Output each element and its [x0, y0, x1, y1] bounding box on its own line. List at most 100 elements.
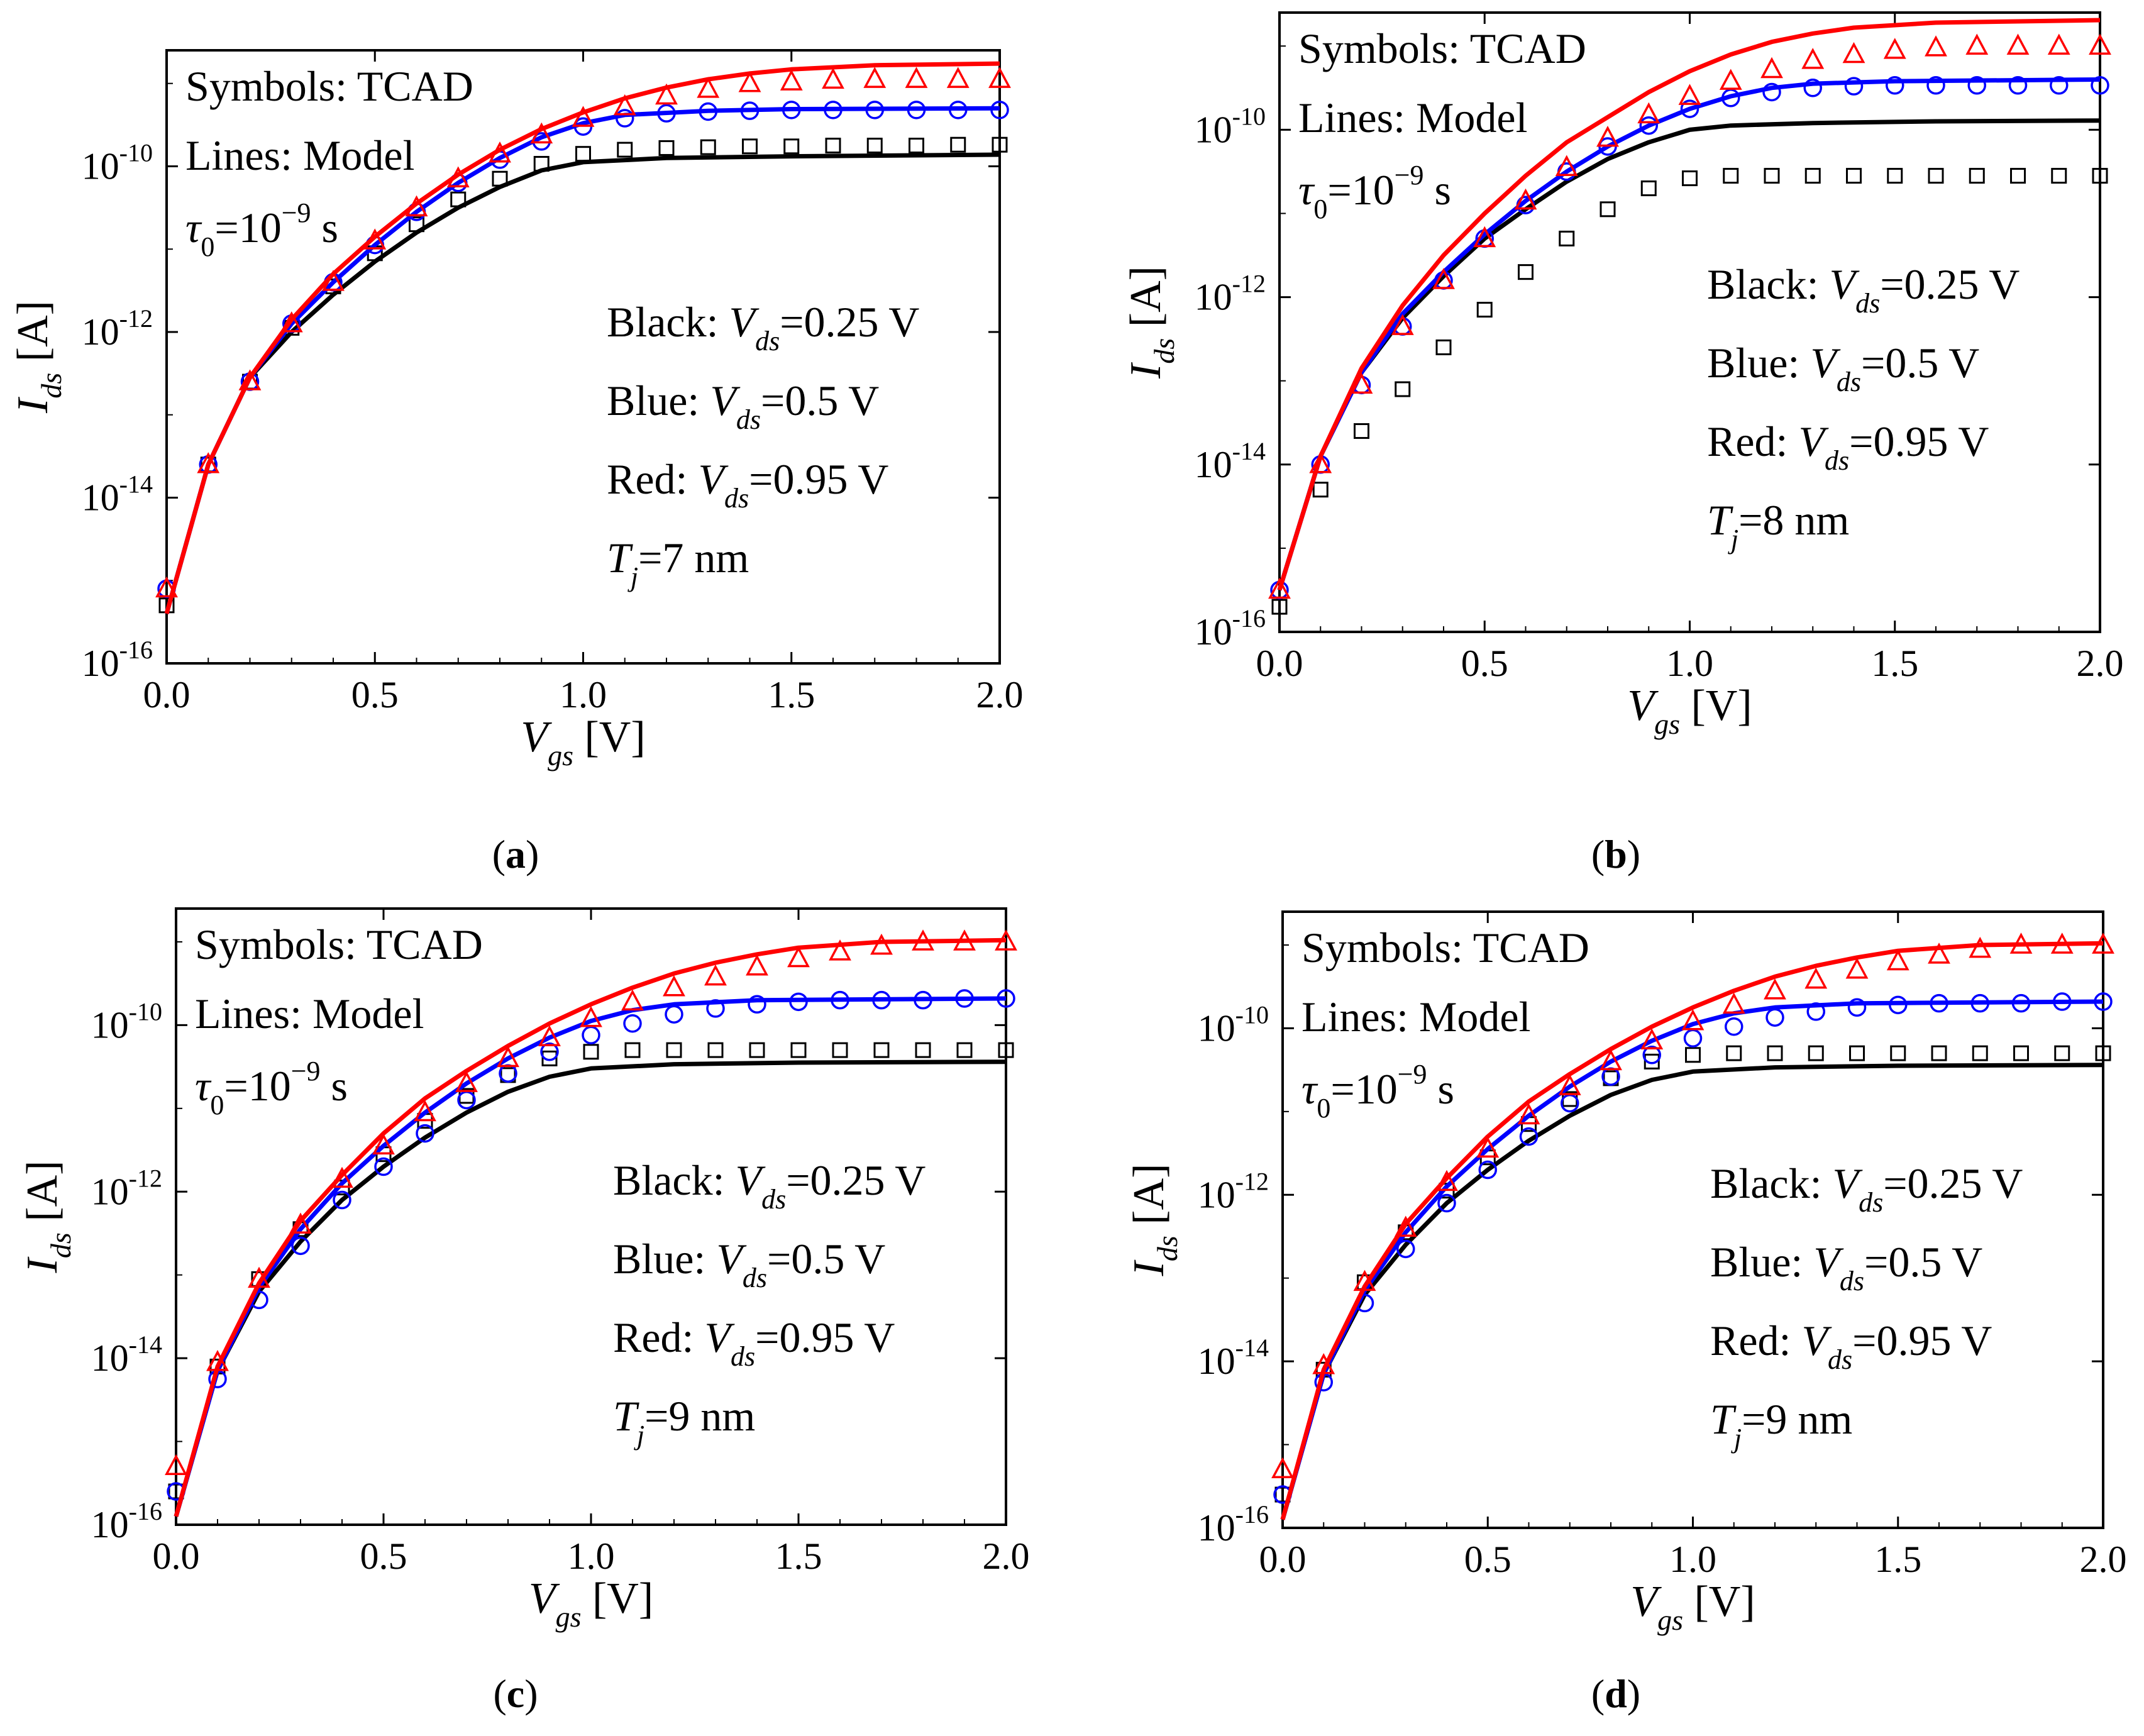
x-tick-label: 1.0: [1669, 1539, 1716, 1580]
legend-color-name: Red:: [607, 455, 698, 503]
tcad-circle-marker: [782, 101, 801, 119]
y-tick-base: 10: [1195, 277, 1232, 318]
tcad-triangle-marker: [289, 1212, 312, 1234]
symbols-note: Symbols: TCAD: [1301, 924, 1589, 971]
tcad-triangle-marker: [1678, 84, 1701, 105]
x-tick-label: 2.0: [976, 674, 1024, 716]
panel-caption: (b): [1591, 832, 1640, 876]
legend-value: =0.95 V: [1852, 1317, 1992, 1364]
y-tick-base: 10: [91, 1337, 129, 1379]
y-tick-label: 10-12: [1198, 1167, 1269, 1215]
legend-var: V: [710, 377, 741, 424]
legend-color-name: Red:: [1710, 1317, 1801, 1364]
tcad-triangle-marker: [1350, 372, 1373, 394]
tcad-triangle-marker: [405, 195, 428, 217]
legend-entry-black: Black: Vds=0.25 V: [1710, 1159, 2023, 1218]
tcad-square-marker: [873, 1042, 890, 1058]
tcad-circle-marker: [1639, 116, 1658, 135]
series-square: [168, 1042, 1014, 1517]
tcad-square-marker: [1846, 168, 1862, 184]
legend-sub: ds: [1859, 1187, 1883, 1218]
model-line: [174, 937, 1007, 1517]
tcad-square-marker: [1890, 1045, 1906, 1061]
tcad-circle-marker: [865, 101, 884, 119]
tcad-triangle-marker: [489, 141, 511, 163]
tcad-circle-marker: [789, 992, 808, 1012]
tcad-triangle-marker: [655, 83, 678, 105]
tj-annotation: Tj=8 nm: [1707, 496, 1849, 555]
x-axis-label: Vgs [V]: [529, 1574, 653, 1633]
x-tick-label: 1.5: [1871, 643, 1918, 684]
lines-note: Lines: Model: [185, 131, 415, 179]
tcad-square-marker: [533, 156, 550, 172]
tcad-circle-marker: [1930, 993, 1948, 1013]
legend-color-name: Black:: [613, 1156, 736, 1204]
tj-value: =8 nm: [1738, 496, 1849, 544]
tcad-triangle-marker: [322, 270, 345, 291]
y-tick-exponent: -12: [129, 1164, 162, 1192]
y-tick-label: 10-14: [1195, 437, 1266, 485]
caption-letter: a: [506, 832, 526, 876]
tcad-triangle-marker: [1886, 949, 1909, 971]
tcad-circle-marker: [1847, 998, 1867, 1017]
legend-value: =0.5 V: [1861, 339, 1979, 387]
legend-value: =0.5 V: [767, 1235, 885, 1283]
model-line: [1277, 77, 2101, 591]
caption-paren: ): [1627, 1671, 1640, 1716]
tcad-circle-marker: [1642, 1046, 1661, 1064]
tcad-circle-marker: [990, 101, 1009, 119]
legend-value: =0.95 V: [755, 1313, 895, 1361]
legend-value: =0.25 V: [786, 1156, 926, 1204]
x-axis-label-sub: gs: [1654, 708, 1680, 740]
tcad-square-marker: [624, 1042, 641, 1058]
y-tick-label: 10-16: [1195, 604, 1266, 653]
panel-caption: (d): [1591, 1671, 1640, 1716]
x-tick-label: 2.0: [2077, 643, 2124, 684]
y-axis-label-unit: [A]: [9, 301, 57, 373]
tcad-triangle-marker: [946, 67, 970, 88]
tcad-triangle-marker: [1268, 577, 1291, 599]
tcad-circle-marker: [1886, 76, 1904, 95]
tau-symbol: τ: [195, 1062, 212, 1110]
legend-value: =0.25 V: [780, 298, 919, 346]
x-tick-label: 2.0: [2080, 1539, 2127, 1580]
tcad-square-marker: [1804, 168, 1821, 184]
tcad-triangle-marker: [1476, 1136, 1500, 1158]
tj-var: T: [607, 534, 633, 582]
tcad-triangle-marker: [988, 67, 1011, 88]
tcad-triangle-marker: [2050, 932, 2074, 954]
tcad-square-marker: [909, 138, 924, 154]
tcad-triangle-marker: [1394, 1215, 1417, 1237]
tcad-square-marker: [1395, 381, 1411, 397]
tj-value: =9 nm: [644, 1392, 755, 1440]
legend-color-name: Red:: [613, 1313, 704, 1361]
y-tick-exponent: -10: [1232, 102, 1266, 130]
tcad-square-marker: [1644, 1053, 1660, 1070]
tcad-square-marker: [450, 191, 467, 207]
legend-value: =0.25 V: [1880, 260, 2020, 308]
tcad-circle-marker: [824, 101, 843, 119]
tcad-triangle-marker: [1842, 41, 1865, 64]
tcad-square-marker: [1476, 302, 1493, 318]
tcad-circle-marker: [699, 102, 717, 121]
tcad-circle-marker: [748, 995, 766, 1014]
tcad-circle-marker: [665, 1005, 683, 1024]
model-line: [164, 61, 1000, 614]
tcad-square-marker: [950, 136, 966, 153]
tcad-triangle-marker: [829, 939, 851, 961]
symbols-note: Symbols: TCAD: [185, 62, 473, 110]
lines-note: Lines: Model: [195, 990, 424, 1037]
legend-sub: ds: [1840, 1266, 1864, 1296]
tcad-triangle-marker: [1391, 314, 1414, 335]
tcad-square-marker: [1849, 1045, 1865, 1061]
tau-exp: −9: [282, 197, 311, 228]
tj-var: T: [1707, 496, 1733, 544]
tau-symbol: τ: [1301, 1065, 1318, 1113]
tcad-circle-marker: [740, 101, 760, 120]
caption-letter: b: [1605, 832, 1627, 876]
tcad-square-marker: [1312, 482, 1329, 498]
y-tick-exponent: -12: [1232, 270, 1266, 298]
y-tick-label: 10-12: [82, 304, 153, 353]
tcad-square-marker: [1931, 1045, 1947, 1061]
tcad-circle-marker: [1561, 1093, 1579, 1113]
